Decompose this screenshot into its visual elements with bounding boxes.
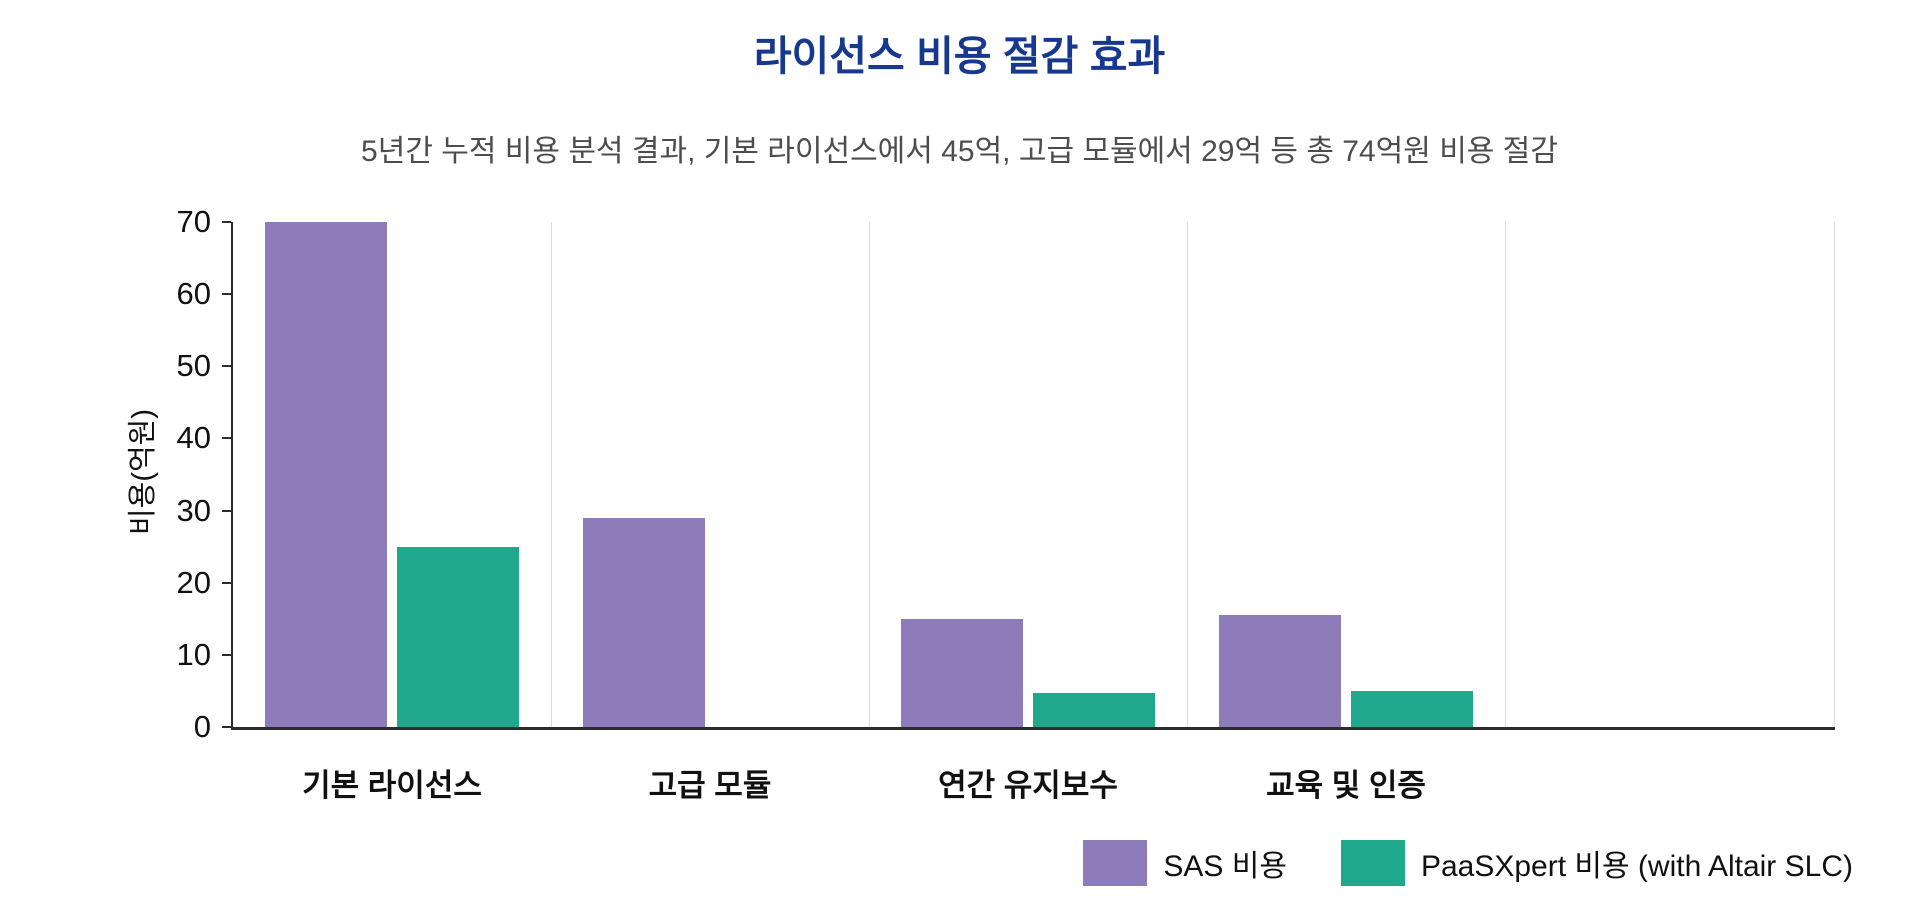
y-tick-mark — [222, 437, 231, 440]
y-tick-mark — [222, 581, 231, 584]
bar-paasxpert-0 — [397, 546, 519, 727]
y-tick-label: 30 — [176, 492, 211, 528]
vertical-gridline — [1505, 222, 1506, 727]
x-axis-label: 교육 및 인증 — [1266, 768, 1426, 803]
bar-sas-3 — [1219, 615, 1341, 727]
y-tick-label: 0 — [193, 709, 211, 744]
legend-swatch-sas — [1083, 840, 1148, 886]
legend-item-sas: SAS 비용 — [1083, 840, 1287, 886]
bar-paasxpert-2 — [1033, 693, 1155, 727]
vertical-gridline — [551, 222, 552, 727]
bar-sas-2 — [901, 618, 1023, 727]
y-tick-label: 70 — [176, 204, 211, 239]
y-tick-mark — [222, 221, 231, 223]
bar-paasxpert-3 — [1351, 690, 1473, 727]
y-tick-mark — [222, 293, 231, 296]
chart-subtitle: 5년간 누적 비용 분석 결과, 기본 라이선스에서 45억, 고급 모듈에서 … — [361, 135, 1558, 168]
legend: SAS 비용 PaaSXpert 비용 (with Altair SLC) — [1083, 840, 1853, 886]
y-tick-mark — [222, 365, 231, 368]
x-axis-label: 기본 라이선스 — [302, 768, 482, 803]
legend-label-paasxpert: PaaSXpert 비용 (with Altair SLC) — [1420, 850, 1853, 883]
y-tick-label: 50 — [176, 348, 211, 384]
chart-title: 라이선스 비용 절감 효과 — [753, 33, 1166, 79]
y-axis-line — [231, 222, 233, 730]
bar-sas-0 — [265, 222, 387, 727]
y-tick-label: 60 — [176, 276, 211, 312]
y-tick-mark — [222, 509, 231, 512]
y-tick-label: 40 — [176, 420, 211, 456]
y-tick-label: 10 — [176, 636, 211, 672]
x-axis-line — [231, 727, 1835, 730]
legend-label-sas: SAS 비용 — [1163, 850, 1287, 883]
y-tick-mark — [222, 653, 231, 656]
bar-sas-1 — [583, 517, 705, 727]
vertical-gridline — [1187, 222, 1188, 727]
y-tick-mark — [222, 726, 231, 728]
x-axis-label: 연간 유지보수 — [938, 768, 1118, 803]
legend-swatch-paasxpert — [1340, 840, 1405, 886]
plot-right-border — [1834, 222, 1835, 727]
vertical-gridline — [869, 222, 870, 727]
legend-item-paasxpert: PaaSXpert 비용 (with Altair SLC) — [1340, 840, 1853, 886]
y-tick-label: 20 — [176, 564, 211, 600]
x-axis-label: 고급 모듈 — [648, 768, 772, 803]
